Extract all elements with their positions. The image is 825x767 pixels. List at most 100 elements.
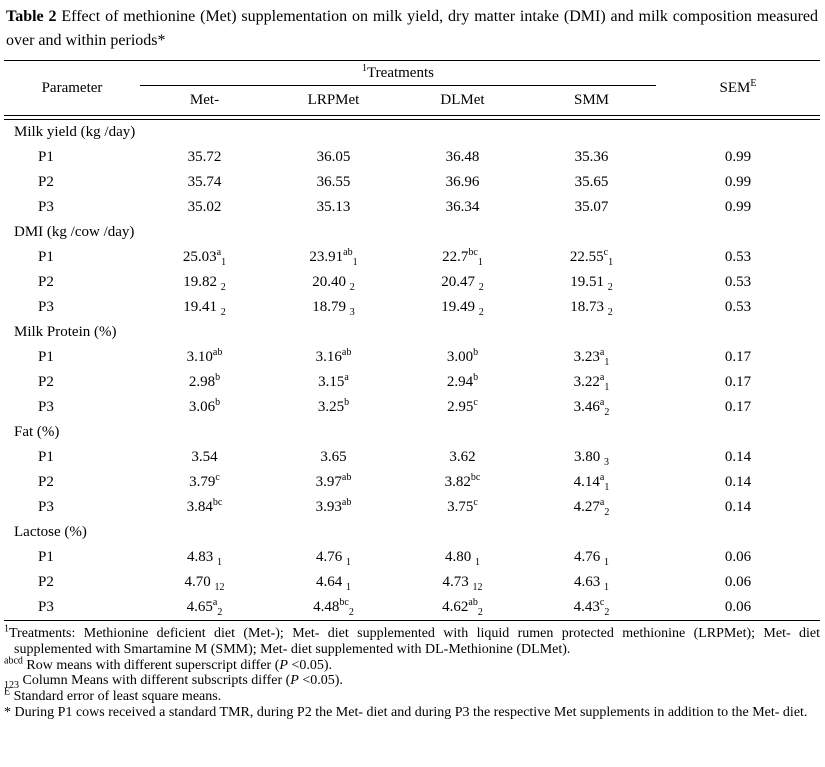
section-row: Fat (%) (4, 420, 820, 445)
table-cell: 3.97ab (315, 472, 352, 491)
table-cell: 18.73 2 (570, 299, 613, 318)
table-cell: 35.13 (316, 199, 351, 215)
sem-label: SEM (719, 79, 751, 96)
table-row: P3 35.02 35.13 36.34 35.07 0.99 (4, 195, 820, 220)
table-cell: 3.93ab (315, 497, 352, 516)
row-label: P1 (38, 549, 54, 565)
row-label: P3 (38, 199, 54, 215)
table-cell: 0.99 (724, 199, 752, 215)
table-cell: 2.98b (188, 372, 221, 391)
table-row: P1 25.03a1 23.91ab1 22.7bc1 22.55c1 0.53 (4, 245, 820, 270)
table-cell: 19.41 2 (183, 299, 226, 318)
table-cell: 23.91ab1 (309, 247, 358, 268)
table-cell: 0.17 (724, 349, 752, 365)
parameter-label: Parameter (41, 79, 103, 96)
table-cell: 3.23a1 (573, 347, 610, 368)
footnote: * During P1 cows received a standard TMR… (4, 705, 808, 721)
footnote: E Standard error of least square means. (4, 686, 222, 705)
table-cell: 36.55 (316, 174, 351, 190)
table-cell: 35.65 (574, 174, 609, 190)
table-cell: 3.82bc (444, 472, 481, 491)
table-cell: 0.99 (724, 174, 752, 190)
table-cell: 35.02 (187, 199, 222, 215)
section-row: DMI (kg /cow /day) (4, 220, 820, 245)
table-row: P1 3.54 3.65 3.62 3.80 3 0.14 (4, 445, 820, 470)
table-row: P2 3.79c 3.97ab 3.82bc 4.14a1 0.14 (4, 470, 820, 495)
table-cell: 19.51 2 (570, 274, 613, 293)
table-cell: 3.65 (320, 449, 347, 465)
table-cell: 22.55c1 (569, 247, 614, 268)
table-cell: 18.79 3 (312, 299, 355, 318)
row-label: P2 (38, 374, 54, 390)
table-cell: 3.75c (447, 497, 478, 516)
row-label: P2 (38, 174, 54, 190)
footnotes: 1Treatments: Methionine deficient diet (… (4, 624, 820, 721)
table-cell: 0.99 (724, 149, 752, 165)
table-cell: 0.53 (724, 299, 752, 315)
table-row: P2 2.98b 3.15a 2.94b 3.22a1 0.17 (4, 370, 820, 395)
table-cell: 3.15a (318, 372, 349, 391)
table-cell: 2.94b (446, 372, 479, 391)
table-cell: 4.80 1 (445, 549, 480, 568)
table-cell: 2.95c (447, 397, 478, 416)
table-cell: 3.54 (191, 449, 218, 465)
table-cell: 0.06 (724, 574, 752, 590)
section-label: Milk Protein (%) (14, 324, 117, 340)
table-cell: 4.83 1 (187, 549, 222, 568)
section-row: Milk Protein (%) (4, 320, 820, 345)
table-row: P3 4.65a2 4.48bc2 4.62ab2 4.43c2 0.06 (4, 595, 820, 621)
header-double-rule (4, 115, 821, 120)
table-cell: 3.00b (446, 347, 479, 366)
col-header-treatments: 1Treatments (140, 60, 657, 86)
table-cell: 35.36 (574, 149, 609, 165)
treatments-superscript: 1 (362, 62, 368, 74)
section-label: Milk yield (kg /day) (14, 124, 136, 140)
table-cell: 3.25b (317, 397, 350, 416)
table-cell: 36.05 (316, 149, 351, 165)
table-cell: 3.80 3 (574, 449, 609, 468)
row-label: P3 (38, 399, 54, 415)
section-row: Milk yield (kg /day) (4, 120, 820, 146)
table-cell: 4.48bc2 (313, 597, 354, 618)
table-cell: 35.07 (574, 199, 609, 215)
col-header-lrpmet: LRPMet (307, 92, 360, 108)
sem-superscript: E (750, 77, 757, 89)
table-cell: 35.72 (187, 149, 222, 165)
row-label: P1 (38, 149, 54, 165)
col-header-dlmet: DLMet (440, 92, 485, 108)
section-row: Lactose (%) (4, 520, 820, 545)
table-cell: 0.14 (724, 474, 752, 490)
table-caption-text: Effect of methionine (Met) supplementati… (6, 8, 818, 49)
table-cell: 20.47 2 (441, 274, 484, 293)
table-cell: 25.03a1 (182, 247, 227, 268)
table-cell: 3.22a1 (573, 372, 610, 393)
table-header: Parameter 1Treatments SEME Met- LRPMet D… (4, 60, 821, 116)
section-label: Lactose (%) (14, 524, 87, 540)
table-cell: 4.62ab2 (442, 597, 483, 618)
table-cell: 0.14 (724, 449, 752, 465)
table-row: P1 35.72 36.05 36.48 35.36 0.99 (4, 145, 820, 170)
table-cell: 3.16ab (315, 347, 352, 366)
row-label: P1 (38, 249, 54, 265)
table-row: P2 35.74 36.55 36.96 35.65 0.99 (4, 170, 820, 195)
data-table: Parameter 1Treatments SEME Met- LRPMet D… (4, 60, 821, 621)
col-header-parameter: Parameter (4, 61, 140, 116)
table-cell: 20.40 2 (312, 274, 355, 293)
table-cell: 0.06 (724, 549, 752, 565)
table-cell: 36.34 (445, 199, 480, 215)
table-cell: 4.63 1 (574, 574, 609, 593)
table-cell: 36.48 (445, 149, 480, 165)
table-row: P2 4.70 12 4.64 1 4.73 12 4.63 1 0.06 (4, 570, 820, 595)
table-cell: 0.17 (724, 399, 752, 415)
table-row: P2 19.82 2 20.40 2 20.47 2 19.51 2 0.53 (4, 270, 820, 295)
table-cell: 4.76 1 (316, 549, 351, 568)
col-header-sem: SEME (656, 61, 820, 116)
section-label: Fat (%) (14, 424, 60, 440)
table-row: P1 3.10ab 3.16ab 3.00b 3.23a1 0.17 (4, 345, 820, 370)
table-cell: 22.7bc1 (442, 247, 483, 268)
table-cell: 3.84bc (186, 497, 223, 516)
table-row: P1 4.83 1 4.76 1 4.80 1 4.76 1 0.06 (4, 545, 820, 570)
table-row: P3 3.84bc 3.93ab 3.75c 4.27a2 0.14 (4, 495, 820, 520)
table-cell: 0.14 (724, 499, 752, 515)
table-cell: 3.10ab (186, 347, 223, 366)
